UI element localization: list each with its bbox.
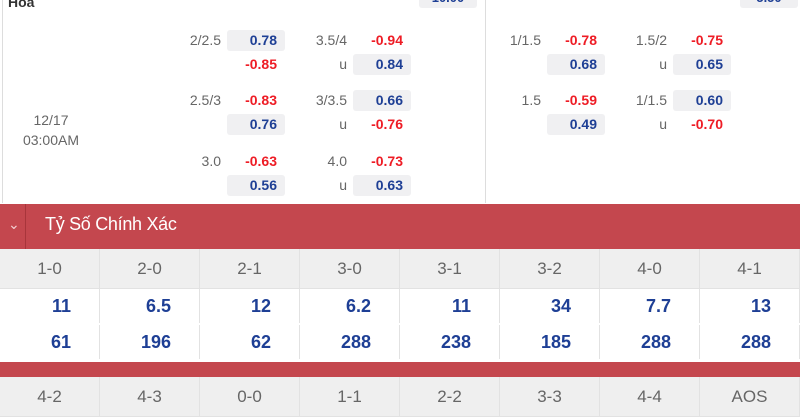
handicap-label: u — [339, 116, 347, 132]
draw-label: Hoa — [8, 0, 35, 10]
handicap-label: 1.5/2 — [635, 32, 667, 48]
handicap-label: u — [659, 56, 667, 72]
odds-cell[interactable]: 0.84 — [353, 54, 411, 75]
handicap-label: 1/1.5 — [635, 92, 667, 108]
odds-cell[interactable]: 0.49 — [547, 114, 605, 135]
odds-cell[interactable]: 0.65 — [673, 54, 731, 75]
handicap-label: u — [659, 116, 667, 132]
score-odds[interactable]: 34 — [500, 289, 600, 323]
score-odds[interactable]: 288 — [600, 325, 700, 359]
score-header-row: 1-0 2-0 2-1 3-0 3-1 3-2 4-0 4-1 — [0, 249, 800, 289]
odds-cell[interactable]: 10.00 — [419, 0, 477, 8]
handicap-label: 4.0 — [327, 153, 347, 169]
score-odds[interactable]: 238 — [400, 325, 500, 359]
score-label: AOS — [700, 377, 800, 417]
odds-cell[interactable]: 0.66 — [353, 90, 411, 111]
chevron-down-icon[interactable]: ⌄ — [8, 216, 20, 232]
score-odds[interactable]: 12 — [200, 289, 300, 323]
score-header-row: 4-2 4-3 0-0 1-1 2-2 3-3 4-4 AOS — [0, 377, 800, 417]
match-time: 12/17 03:00AM — [13, 110, 89, 150]
odds-cell[interactable]: -0.70 — [691, 116, 723, 132]
odds-cell[interactable]: 0.68 — [547, 54, 605, 75]
handicap-label: 3.5/4 — [315, 32, 347, 48]
odds-cell[interactable]: -0.76 — [371, 116, 403, 132]
score-odds-row: 61 196 62 288 238 185 288 288 — [0, 325, 800, 359]
score-odds[interactable]: 288 — [300, 325, 400, 359]
odds-cell[interactable]: -0.83 — [245, 92, 277, 108]
score-label: 2-0 — [100, 249, 200, 289]
handicap-label: u — [339, 56, 347, 72]
odds-cell[interactable]: -0.59 — [565, 92, 597, 108]
score-label: 3-1 — [400, 249, 500, 289]
score-odds[interactable]: 6.2 — [300, 289, 400, 323]
score-label: 2-2 — [400, 377, 500, 417]
score-odds[interactable]: 6.5 — [100, 289, 200, 323]
odds-cell[interactable]: -0.85 — [245, 56, 277, 72]
handicap-label: 3/3.5 — [315, 92, 347, 108]
score-label: 0-0 — [200, 377, 300, 417]
score-odds[interactable]: 11 — [0, 289, 100, 323]
score-odds[interactable]: 62 — [200, 325, 300, 359]
match-hour: 03:00AM — [22, 132, 80, 148]
handicap-label: 2.5/3 — [189, 92, 221, 108]
score-odds[interactable]: 7.7 — [600, 289, 700, 323]
score-odds[interactable]: 288 — [700, 325, 800, 359]
score-label: 4-3 — [100, 377, 200, 417]
match-date: 12/17 — [33, 112, 69, 128]
handicap-label: 1/1.5 — [509, 32, 541, 48]
score-odds[interactable]: 196 — [100, 325, 200, 359]
score-odds-row: 11 6.5 12 6.2 11 34 7.7 13 — [0, 289, 800, 323]
score-label: 4-2 — [0, 377, 100, 417]
section-header[interactable]: ⌄ Tỷ Số Chính Xác — [0, 204, 800, 249]
odds-cell[interactable]: -0.73 — [371, 153, 403, 169]
handicap-label: 3.0 — [201, 153, 221, 169]
section-header — [0, 362, 800, 377]
score-label: 3-3 — [500, 377, 600, 417]
odds-cell[interactable]: 0.60 — [673, 90, 731, 111]
score-label: 3-0 — [300, 249, 400, 289]
score-odds[interactable]: 185 — [500, 325, 600, 359]
score-label: 2-1 — [200, 249, 300, 289]
score-label: 1-1 — [300, 377, 400, 417]
section-title: Tỷ Số Chính Xác — [45, 214, 177, 234]
score-odds[interactable]: 13 — [700, 289, 800, 323]
odds-cell[interactable]: -0.75 — [691, 32, 723, 48]
score-label: 4-4 — [600, 377, 700, 417]
odds-cell[interactable]: 0.78 — [227, 30, 285, 51]
odds-cell[interactable]: 0.76 — [227, 114, 285, 135]
odds-cell[interactable]: 0.56 — [227, 175, 285, 196]
odds-cell[interactable]: -0.94 — [371, 32, 403, 48]
odds-cell[interactable]: 0.63 — [353, 175, 411, 196]
divider — [25, 204, 26, 249]
odds-cell[interactable]: -0.78 — [565, 32, 597, 48]
score-label: 4-0 — [600, 249, 700, 289]
score-label: 3-2 — [500, 249, 600, 289]
divider — [485, 0, 486, 203]
handicap-label: 1.5 — [521, 92, 541, 108]
score-label: 1-0 — [0, 249, 100, 289]
odds-cell[interactable]: -0.63 — [245, 153, 277, 169]
score-odds[interactable]: 61 — [0, 325, 100, 359]
handicap-label: u — [339, 177, 347, 193]
score-label: 4-1 — [700, 249, 800, 289]
odds-panel: Hoa 10.00 5.50 12/17 03:00AM 2/2.5 0.78 3.… — [2, 0, 800, 203]
handicap-label: 2/2.5 — [189, 32, 221, 48]
odds-cell[interactable]: 5.50 — [740, 0, 798, 8]
score-odds[interactable]: 11 — [400, 289, 500, 323]
